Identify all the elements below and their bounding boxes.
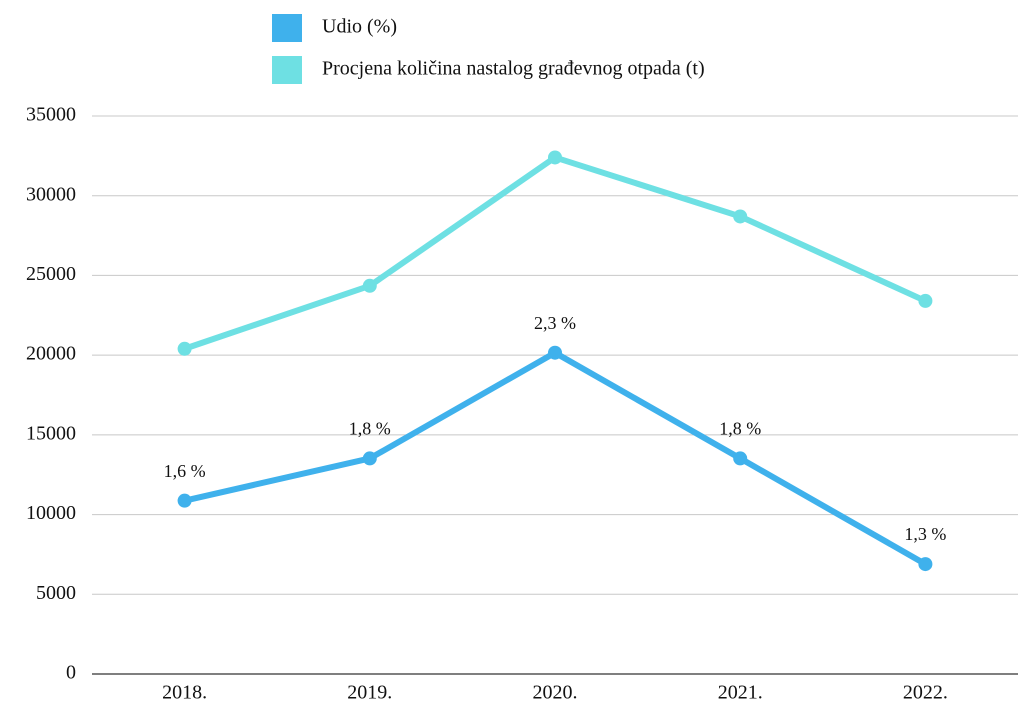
data-point xyxy=(362,278,377,293)
y-tick-label: 15000 xyxy=(26,422,76,444)
legend-swatch xyxy=(272,56,302,84)
data-label: 1,8 % xyxy=(349,419,391,439)
y-tick-label: 5000 xyxy=(36,582,76,604)
y-tick-label: 20000 xyxy=(26,343,76,365)
data-point xyxy=(177,493,192,508)
legend-swatch xyxy=(272,14,302,42)
x-tick-label: 2018. xyxy=(162,682,207,704)
y-tick-label: 25000 xyxy=(26,263,76,285)
data-point xyxy=(177,341,192,356)
data-point xyxy=(362,451,377,466)
data-point xyxy=(918,293,933,308)
data-point xyxy=(548,150,562,165)
data-label: 1,3 % xyxy=(904,524,946,544)
data-label: 1,8 % xyxy=(719,419,761,439)
x-tick-label: 2020. xyxy=(533,682,578,704)
legend-label: Udio (%) xyxy=(322,16,397,38)
y-tick-label: 10000 xyxy=(26,502,76,524)
data-point xyxy=(548,345,562,360)
data-point xyxy=(918,557,933,572)
x-tick-label: 2019. xyxy=(347,682,392,704)
y-tick-label: 0 xyxy=(66,662,76,684)
y-tick-label: 35000 xyxy=(26,104,76,126)
data-label: 2,3 % xyxy=(534,313,576,333)
data-label: 1,6 % xyxy=(164,461,206,481)
data-point xyxy=(733,451,748,466)
x-tick-label: 2021. xyxy=(718,682,763,704)
series-line xyxy=(183,349,927,567)
y-tick-label: 30000 xyxy=(26,183,76,205)
data-point xyxy=(733,209,748,224)
x-tick-label: 2022. xyxy=(903,682,948,704)
legend-label: Procjena količina nastalog građevnog otp… xyxy=(322,58,705,80)
